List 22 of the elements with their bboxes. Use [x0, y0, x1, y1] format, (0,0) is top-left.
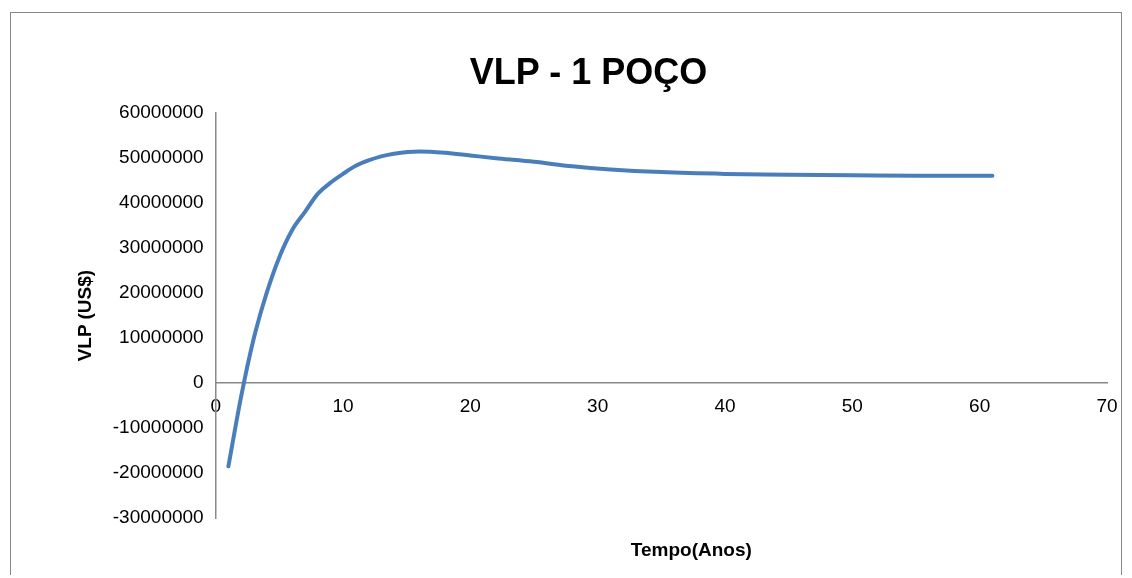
y-tick-label: 50000000	[119, 146, 204, 168]
y-tick-label: 20000000	[119, 281, 204, 303]
x-tick-label: 10	[332, 394, 354, 416]
x-tick-label: 70	[1096, 394, 1118, 416]
y-axis-title: VLP (US$)	[73, 269, 95, 362]
y-tick-label: -30000000	[112, 506, 204, 528]
x-tick-label: 0	[210, 394, 221, 416]
y-tick-label: 30000000	[119, 236, 204, 258]
y-tick-label: -20000000	[112, 461, 204, 483]
x-tick-label: 60	[969, 394, 991, 416]
y-tick-label: 40000000	[119, 191, 204, 213]
x-tick-label: 40	[714, 394, 736, 416]
y-tick-label: 60000000	[119, 101, 204, 123]
x-tick-label: 20	[459, 394, 481, 416]
x-tick-label: 30	[587, 394, 609, 416]
x-tick-label: 50	[841, 394, 863, 416]
y-tick-label: -10000000	[112, 416, 204, 438]
chart-title: VLP - 1 POÇO	[469, 50, 708, 92]
y-tick-label: 0	[193, 371, 204, 393]
y-tick-label: 10000000	[119, 326, 204, 348]
x-axis-title: Tempo(Anos)	[630, 538, 752, 560]
line-series	[226, 149, 995, 469]
